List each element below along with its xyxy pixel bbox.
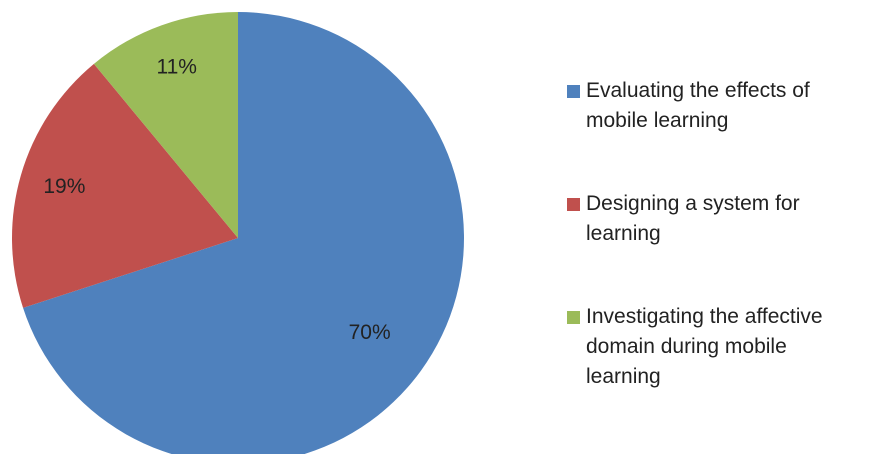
legend-swatch xyxy=(567,311,580,324)
pie-slice xyxy=(93,12,239,238)
legend-item: Investigating the affective domain durin… xyxy=(567,302,867,392)
legend-swatch xyxy=(567,198,580,211)
legend-label: Designing a system for learning xyxy=(586,192,800,245)
legend-item: Evaluating the effects of mobile learnin… xyxy=(567,76,867,136)
pie-slice xyxy=(11,63,239,308)
pie-slice xyxy=(23,12,464,454)
data-label: 11% xyxy=(157,55,197,78)
data-label: 70% xyxy=(349,321,391,344)
legend-label: Evaluating the effects of mobile learnin… xyxy=(586,79,810,132)
legend: Evaluating the effects of mobile learnin… xyxy=(567,76,867,445)
legend-item: Designing a system for learning xyxy=(567,189,867,249)
data-label: 19% xyxy=(43,175,85,198)
legend-label: Investigating the affective domain durin… xyxy=(586,305,823,388)
legend-swatch xyxy=(567,85,580,98)
